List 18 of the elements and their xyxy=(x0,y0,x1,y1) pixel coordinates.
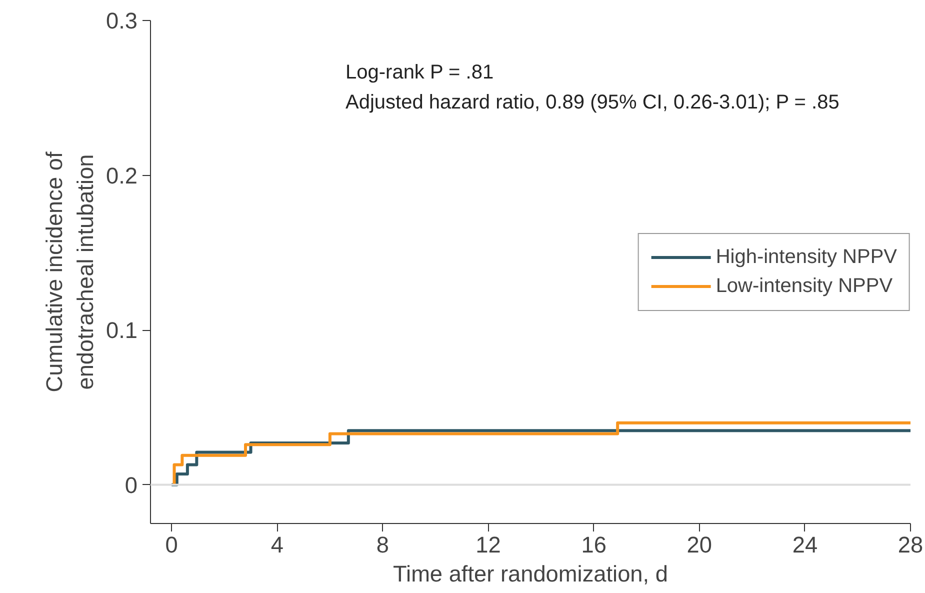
legend-label: High-intensity NPPV xyxy=(716,246,897,268)
x-tick-label: 8 xyxy=(376,532,390,558)
x-tick-label: 0 xyxy=(165,532,178,558)
x-axis-title: Time after randomization, d xyxy=(393,560,668,586)
x-tick-label: 24 xyxy=(792,532,818,558)
y-tick-label: 0 xyxy=(124,472,138,498)
annotation: Adjusted hazard ratio, 0.89 (95% CI, 0.26-3.01); P = .85 xyxy=(346,92,840,114)
legend-label: Low-intensity NPPV xyxy=(716,274,893,298)
x-tick-label: 12 xyxy=(476,532,501,558)
y-tick-label: 0.1 xyxy=(106,317,138,344)
x-tick-label: 16 xyxy=(581,532,606,558)
annotation: Log-rank P = .81 xyxy=(346,62,494,84)
x-tick-label: 4 xyxy=(270,532,284,558)
x-tick-label: 20 xyxy=(686,532,712,558)
y-tick-label: 0.3 xyxy=(106,8,138,34)
x-tick-label: 28 xyxy=(898,532,924,558)
y-tick-label: 0.2 xyxy=(106,162,138,188)
y-axis-title: Cumulative incidence of endotracheal intubation xyxy=(40,151,98,392)
